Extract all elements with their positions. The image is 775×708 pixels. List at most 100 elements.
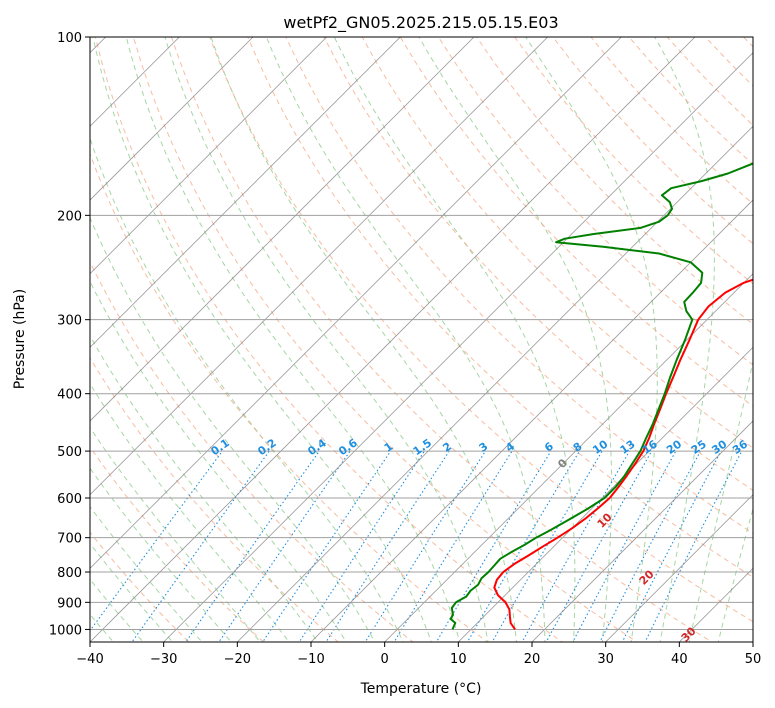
mixing-ratio-label: 4 (503, 440, 517, 455)
moist-adiabat-label: 10 (595, 510, 615, 530)
mixing-ratio-label: 2 (440, 440, 454, 455)
moist-adiabat-line (90, 505, 203, 642)
dry-adiabat-line (399, 37, 753, 407)
isotherm-line (752, 641, 753, 642)
mixing-ratio-label: 16 (640, 437, 660, 457)
y-tick-label: 100 (57, 31, 82, 46)
isotherm-line (605, 494, 753, 642)
moist-adiabat-label: 40 (721, 681, 741, 701)
x-tick-label: 40 (671, 652, 688, 667)
y-tick-label: 300 (57, 314, 82, 329)
mixing-ratio-label: 6 (542, 440, 556, 455)
y-axis: 100 200 300 400 500 600 700 800 900 1000 (49, 31, 90, 638)
y-tick-label: 900 (57, 596, 82, 611)
isotherm-line (531, 420, 753, 642)
dry-adiabat-line (476, 37, 753, 325)
mixing-ratio-line (644, 450, 743, 642)
moist-adiabat-line (90, 426, 261, 642)
mixing-ratio-label: 3 (477, 440, 491, 455)
isotherm-line (90, 37, 328, 275)
moist-adiabat-line (90, 136, 404, 642)
y-tick-label: 700 (57, 532, 82, 547)
mixing-ratio-line (621, 450, 722, 642)
moist-adiabat-line (90, 578, 144, 642)
moist-adiabat-line (210, 37, 518, 642)
mixing-ratio-line (262, 450, 392, 642)
dry-adiabat-line (209, 37, 753, 623)
isotherm-line (90, 37, 475, 422)
mixing-ratio-label: 0.6 (336, 436, 360, 458)
x-tick-label: 10 (450, 652, 467, 667)
isotherm-line (90, 37, 254, 201)
x-tick-label: −10 (297, 652, 324, 667)
moist-adiabat-line (125, 37, 461, 642)
dry-adiabat-line (90, 356, 339, 642)
isotherm-line (384, 273, 753, 642)
dry-adiabat-line (755, 10, 775, 654)
dry-adiabat-line (285, 37, 753, 535)
dry-adiabat-line (90, 446, 265, 642)
chart-title: wetPf2_GN05.2025.215.05.15.E03 (283, 13, 558, 33)
mixing-ratio-label: 0.2 (255, 436, 278, 458)
moist-adiabat-line (418, 37, 613, 642)
mixing-ratio-line (90, 450, 223, 632)
moist-adiabat-line (654, 37, 715, 642)
x-tick-label: 0 (381, 652, 389, 667)
mixing-ratio-line (298, 450, 425, 642)
moist-adiabat-line (90, 542, 174, 642)
y-tick-label: 600 (57, 492, 82, 507)
mixing-ratio-label: 0.4 (305, 436, 329, 458)
x-tick-label: −20 (224, 652, 251, 667)
moist-adiabat-line (90, 467, 232, 642)
plot-frame (89, 36, 754, 643)
mixing-ratio-label: 1.5 (411, 436, 434, 458)
dry-adiabat-line (628, 37, 753, 166)
isotherm-line (90, 37, 180, 127)
mixing-ratio-label: 20 (664, 437, 684, 457)
dry-adiabat-line (170, 37, 713, 642)
profile-series (449, 162, 753, 630)
mixing-ratio-label: 8 (571, 440, 585, 455)
dewpoint-profile-line (449, 162, 753, 630)
y-axis-label: Pressure (hPa) (12, 289, 28, 389)
y-tick-label: 800 (57, 566, 82, 581)
isotherm-line (236, 125, 753, 642)
mixing-ratio-label: 10 (590, 437, 610, 457)
mixing-ratio-label: 30 (709, 437, 729, 457)
dry-adiabat-line (90, 260, 414, 642)
dry-adiabat-line (247, 37, 753, 578)
isotherm-line (90, 37, 622, 569)
x-tick-label: −40 (76, 652, 103, 667)
moist-adiabat-line (90, 382, 290, 642)
isotherm-line (678, 567, 753, 642)
x-tick-label: −30 (150, 652, 177, 667)
moist-adiabat-line (164, 37, 489, 642)
x-tick-label: 20 (524, 652, 541, 667)
mixing-ratio-label: 25 (689, 438, 709, 457)
isotherm-line (0, 10, 59, 654)
dry-adiabat-line (94, 37, 564, 642)
dry-adiabat-line (361, 37, 753, 449)
temperature-profile-line (493, 278, 753, 630)
y-tick-label: 500 (57, 445, 82, 460)
x-axis: −40 −30 −20 −10 0 10 20 30 40 50 (76, 642, 761, 667)
dry-adiabat-line (742, 37, 753, 48)
y-tick-label: 1000 (49, 623, 82, 638)
dry-adiabat-line (514, 37, 753, 285)
isobars (90, 37, 753, 630)
mixing-ratio-line (545, 450, 653, 642)
moist-adiabat-line (717, 507, 753, 642)
mixing-ratio-label: 13 (618, 438, 638, 457)
dry-adiabat-line (590, 37, 753, 205)
y-tick-label: 400 (57, 388, 82, 403)
mixing-ratio-line (393, 450, 513, 642)
isotherm-line (90, 37, 549, 496)
mixing-ratio-line (466, 450, 580, 642)
isotherm-line (90, 37, 696, 642)
mixing-ratio-label: 0.1 (208, 436, 231, 458)
x-tick-label: 50 (745, 652, 762, 667)
moist-adiabat-label: 20 (637, 567, 657, 587)
dry-adiabat-line (90, 152, 489, 642)
